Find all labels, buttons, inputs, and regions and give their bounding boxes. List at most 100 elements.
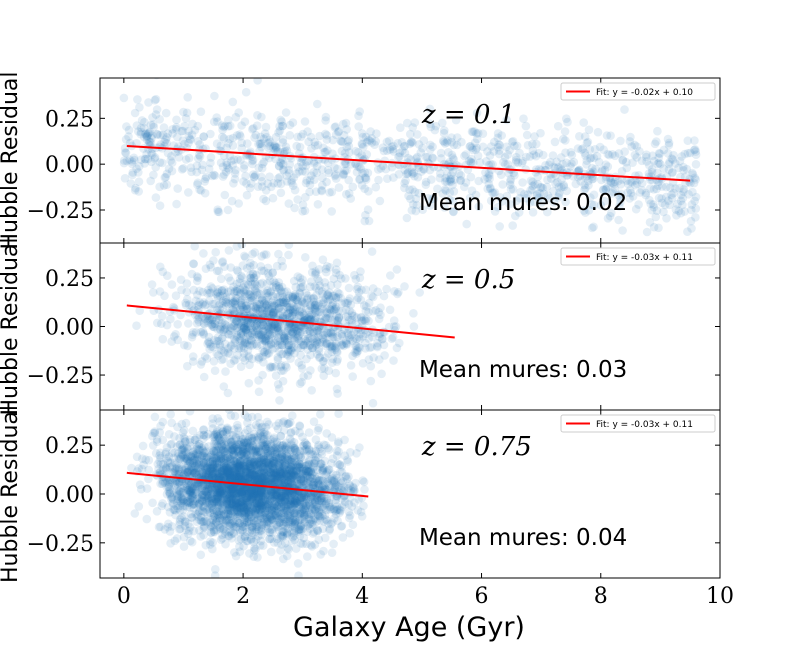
data-point [439, 128, 449, 138]
data-point [187, 332, 197, 342]
data-point [548, 151, 558, 160]
data-point [243, 139, 252, 148]
data-point [167, 152, 176, 161]
data-point [270, 305, 280, 315]
data-point [213, 117, 222, 126]
data-point [223, 503, 232, 512]
data-point [423, 152, 432, 162]
data-point [409, 168, 419, 178]
data-point [264, 335, 274, 345]
data-point [617, 167, 627, 176]
data-point [344, 189, 354, 198]
data-point [266, 547, 276, 557]
data-point [224, 482, 234, 491]
data-point [237, 336, 246, 345]
data-point [305, 187, 314, 197]
data-point [467, 154, 476, 164]
data-point [259, 452, 268, 462]
data-point [314, 344, 324, 354]
data-point [350, 498, 359, 507]
data-point [278, 474, 287, 483]
data-point [614, 215, 623, 225]
data-point [239, 461, 248, 470]
data-point [273, 336, 282, 346]
data-point [558, 159, 567, 169]
data-point [245, 287, 255, 297]
data-point [184, 126, 193, 136]
data-point [230, 456, 239, 466]
legend-panel-1: Fit: y = -0.02x + 0.10 [560, 82, 716, 101]
data-point [239, 177, 248, 186]
data-point [226, 359, 235, 369]
data-point [581, 208, 590, 217]
data-point [303, 291, 312, 300]
data-point [505, 199, 514, 209]
data-point [261, 337, 270, 346]
data-point [287, 329, 296, 339]
data-point [315, 131, 324, 141]
data-point [475, 158, 485, 167]
data-point [270, 455, 280, 464]
data-point [493, 129, 503, 138]
data-point [265, 363, 275, 373]
data-point [229, 321, 238, 331]
data-point [212, 305, 222, 315]
data-point [356, 312, 366, 322]
data-point [315, 307, 325, 317]
data-point [231, 336, 240, 345]
data-point [136, 129, 145, 139]
data-point [274, 500, 284, 510]
data-point [237, 503, 246, 513]
data-point [447, 150, 457, 160]
data-point [168, 125, 177, 134]
data-point [566, 162, 575, 171]
data-point [275, 462, 284, 472]
data-point [597, 167, 607, 176]
data-point [498, 180, 508, 189]
data-point [323, 146, 332, 155]
data-point [294, 328, 303, 337]
data-point [289, 294, 299, 303]
data-point [272, 323, 282, 332]
data-point [504, 169, 513, 178]
data-point [328, 298, 338, 307]
data-point [260, 129, 270, 138]
data-point [553, 193, 563, 202]
data-point [631, 204, 641, 214]
data-point [260, 492, 270, 502]
legend-box [560, 82, 716, 101]
data-point [208, 313, 218, 322]
data-point [538, 150, 548, 160]
data-point [275, 459, 284, 468]
data-point [228, 133, 238, 143]
data-point [291, 496, 300, 506]
data-point [288, 328, 297, 338]
data-point [217, 454, 226, 463]
data-point [213, 466, 222, 475]
data-point [248, 333, 258, 342]
data-point [257, 464, 266, 473]
data-point [214, 301, 224, 310]
data-point [158, 158, 167, 168]
data-point [525, 198, 535, 207]
data-point [267, 506, 277, 515]
data-point [288, 343, 297, 353]
data-point [318, 181, 327, 190]
data-point [246, 464, 255, 474]
data-point [206, 450, 216, 460]
data-point [220, 515, 230, 525]
data-point [342, 299, 351, 308]
data-point [324, 366, 334, 376]
data-point [438, 136, 448, 146]
data-point [305, 326, 314, 335]
data-point [173, 422, 182, 432]
data-point [265, 534, 275, 544]
data-point [430, 125, 440, 135]
data-point [265, 319, 275, 328]
data-point [349, 311, 359, 321]
data-point [233, 294, 242, 303]
data-point [689, 178, 699, 188]
data-point [367, 134, 376, 143]
data-point [255, 465, 265, 474]
data-point [511, 211, 520, 221]
